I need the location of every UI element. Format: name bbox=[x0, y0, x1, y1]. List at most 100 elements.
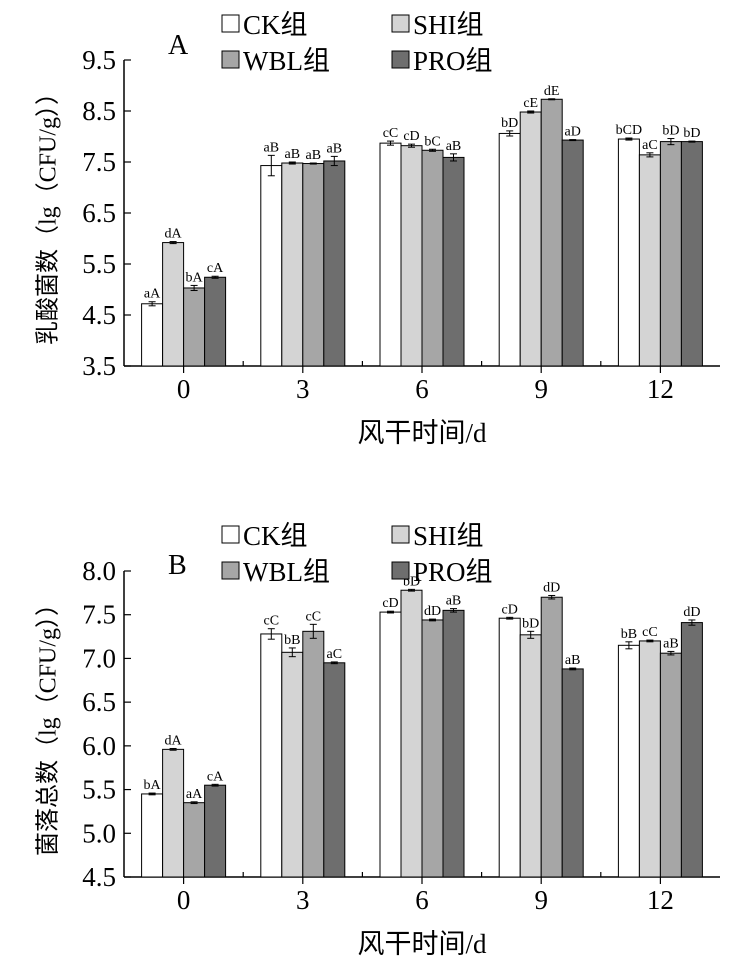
significance-label: bD bbox=[683, 126, 700, 141]
bar bbox=[302, 163, 325, 367]
y-tick-label: 7.5 bbox=[82, 147, 116, 177]
x-tick-label: 3 bbox=[296, 885, 310, 915]
bar bbox=[141, 793, 164, 878]
x-tick-label: 6 bbox=[415, 374, 429, 404]
significance-label: bA bbox=[144, 778, 162, 793]
panel-label: A bbox=[168, 30, 189, 61]
x-tick-label: 12 bbox=[647, 885, 674, 915]
bar bbox=[302, 630, 325, 878]
significance-label: cC bbox=[306, 609, 322, 624]
significance-label: aA bbox=[144, 287, 161, 302]
bar bbox=[162, 242, 185, 367]
legend-label: PRO组 bbox=[413, 46, 493, 76]
significance-label: cE bbox=[523, 96, 538, 111]
bar bbox=[442, 609, 465, 878]
bar bbox=[260, 165, 283, 367]
panel-label: B bbox=[168, 550, 187, 581]
legend-swatch bbox=[391, 561, 410, 580]
y-tick-label: 5.0 bbox=[82, 818, 116, 848]
bar bbox=[540, 596, 563, 878]
bar bbox=[379, 142, 402, 367]
legend-swatch bbox=[391, 525, 410, 544]
x-tick-label: 9 bbox=[534, 885, 548, 915]
significance-label: aB bbox=[565, 653, 581, 668]
bar bbox=[561, 668, 584, 878]
y-tick-label: 5.5 bbox=[82, 775, 116, 805]
y-tick-label: 6.5 bbox=[82, 687, 116, 717]
y-tick-label: 4.5 bbox=[82, 300, 116, 330]
bar bbox=[183, 287, 206, 367]
significance-label: bC bbox=[424, 134, 440, 149]
bar bbox=[281, 651, 304, 878]
significance-label: cC bbox=[642, 625, 658, 640]
bar bbox=[323, 662, 346, 878]
significance-label: dA bbox=[165, 733, 183, 748]
bar bbox=[638, 640, 661, 878]
significance-label: dD bbox=[683, 605, 700, 620]
x-axis-label: 风干时间/d bbox=[357, 418, 487, 448]
bar bbox=[442, 156, 465, 367]
legend-swatch bbox=[221, 14, 240, 33]
legend-swatch bbox=[221, 561, 240, 580]
x-tick-label: 12 bbox=[647, 374, 674, 404]
bar bbox=[519, 111, 542, 367]
bar bbox=[680, 141, 703, 367]
y-axis-label: 菌落总数（lg（CFU/g）） bbox=[35, 592, 62, 856]
legend-item: PRO组 bbox=[391, 557, 493, 587]
x-tick-label: 0 bbox=[177, 885, 191, 915]
significance-label: aB bbox=[446, 594, 462, 609]
bar bbox=[421, 149, 444, 367]
bar bbox=[400, 145, 423, 367]
x-tick-label: 6 bbox=[415, 885, 429, 915]
bar bbox=[659, 652, 682, 878]
significance-label: bB bbox=[621, 627, 637, 642]
legend-item: CK组 bbox=[221, 10, 308, 40]
significance-label: cC bbox=[264, 614, 280, 629]
legend-item: SHI组 bbox=[391, 521, 484, 551]
legend-item: PRO组 bbox=[391, 46, 493, 76]
bar bbox=[498, 617, 521, 878]
bar bbox=[421, 619, 444, 878]
y-tick-label: 9.5 bbox=[82, 45, 116, 75]
legend-swatch bbox=[391, 50, 410, 69]
y-tick-label: 4.5 bbox=[82, 862, 116, 892]
significance-label: aB bbox=[327, 141, 343, 156]
significance-label: aB bbox=[285, 147, 301, 162]
significance-label: dD bbox=[424, 604, 441, 619]
significance-label: dD bbox=[543, 580, 560, 595]
x-tick-label: 9 bbox=[534, 374, 548, 404]
significance-label: cD bbox=[403, 129, 419, 144]
significance-label: bD bbox=[662, 124, 679, 139]
legend-label: CK组 bbox=[243, 10, 308, 40]
legend-label: WBL组 bbox=[243, 46, 330, 76]
bar bbox=[498, 132, 521, 367]
significance-label: aC bbox=[642, 138, 658, 153]
significance-label: bA bbox=[186, 270, 204, 285]
significance-label: cA bbox=[207, 769, 224, 784]
legend-swatch bbox=[221, 50, 240, 69]
y-tick-label: 6.0 bbox=[82, 731, 116, 761]
legend-label: SHI组 bbox=[413, 10, 484, 40]
bar bbox=[281, 162, 304, 367]
legend-label: WBL组 bbox=[243, 557, 330, 587]
significance-label: dE bbox=[544, 84, 560, 99]
y-tick-label: 5.5 bbox=[82, 249, 116, 279]
y-axis-label: 乳酸菌数（lg（CFU/g）） bbox=[35, 81, 62, 345]
y-tick-label: 8.5 bbox=[82, 96, 116, 126]
legend-label: CK组 bbox=[243, 521, 308, 551]
legend-label: PRO组 bbox=[413, 557, 493, 587]
x-axis-label: 风干时间/d bbox=[357, 929, 487, 959]
significance-label: cC bbox=[383, 126, 399, 141]
y-tick-label: 7.0 bbox=[82, 643, 116, 673]
significance-label: aD bbox=[565, 125, 581, 140]
bar bbox=[561, 139, 584, 367]
legend-item: WBL组 bbox=[221, 557, 330, 587]
legend-item: WBL组 bbox=[221, 46, 330, 76]
bar bbox=[680, 622, 703, 878]
bar bbox=[260, 633, 283, 878]
bar bbox=[379, 611, 402, 878]
significance-label: aC bbox=[327, 647, 343, 662]
significance-label: cA bbox=[207, 261, 224, 276]
